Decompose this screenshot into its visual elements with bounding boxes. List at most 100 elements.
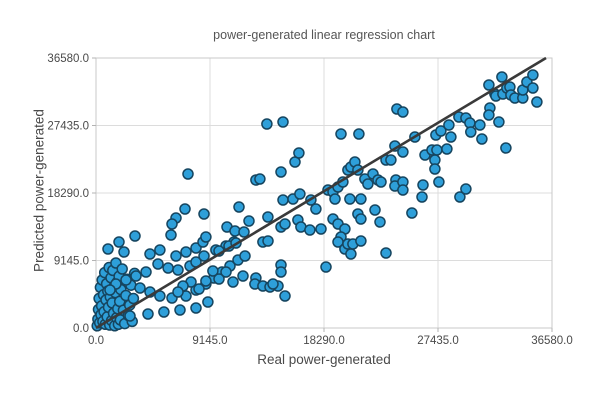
scatter-point <box>443 119 455 131</box>
scatter-point <box>207 265 219 277</box>
scatter-point <box>441 143 453 155</box>
scatter-point <box>375 176 387 188</box>
scatter-point <box>237 270 249 282</box>
scatter-point <box>152 258 164 270</box>
scatter-point <box>233 201 245 213</box>
scatter-point <box>124 310 136 322</box>
scatter-point <box>397 146 409 158</box>
scatter-point <box>353 128 365 140</box>
scatter-point <box>493 116 505 128</box>
scatter-point <box>277 194 289 206</box>
scatter-point <box>429 163 441 175</box>
scatter-point <box>279 290 291 302</box>
scatter-point <box>120 274 132 286</box>
scatter-point <box>104 284 116 296</box>
scatter-point <box>227 276 239 288</box>
scatter-point <box>193 283 205 295</box>
x-tick-label: 36580.0 <box>531 335 573 347</box>
scatter-point <box>179 203 191 215</box>
scatter-point <box>243 215 255 227</box>
scatter-point <box>102 243 114 255</box>
scatter-point <box>310 203 322 215</box>
scatter-point <box>142 308 154 320</box>
scatter-point <box>397 184 409 196</box>
scatter-point <box>198 208 210 220</box>
scatter-point <box>113 236 125 248</box>
scatter-point <box>397 106 409 118</box>
scatter-point <box>172 264 184 276</box>
scatter-point <box>369 204 381 216</box>
scatter-point <box>527 69 539 81</box>
scatter-point <box>433 176 445 188</box>
scatter-point <box>531 96 543 108</box>
scatter-point <box>279 218 291 230</box>
scatter-point <box>144 248 156 260</box>
scatter-point <box>527 82 539 94</box>
scatter-point <box>417 179 429 191</box>
scatter-point <box>200 231 212 243</box>
scatter-point <box>500 142 512 154</box>
x-tick-label: 0.0 <box>88 335 104 347</box>
scatter-point <box>431 144 443 156</box>
scatter-point <box>116 263 128 275</box>
scatter-point <box>162 262 174 274</box>
scatter-point <box>262 235 274 247</box>
scatter-point <box>238 226 250 238</box>
scatter-point <box>380 247 392 259</box>
x-axis-title: Real power-generated <box>257 352 391 367</box>
scatter-point <box>277 116 289 128</box>
x-tick-label: 18290.0 <box>303 335 345 347</box>
scatter-point <box>267 278 279 290</box>
scatter-point <box>385 154 397 166</box>
scatter-point <box>355 235 367 247</box>
scatter-point <box>474 119 486 131</box>
scatter-point <box>134 282 146 294</box>
scatter-point <box>172 286 184 298</box>
scatter-point <box>460 183 472 195</box>
scatter-point <box>165 229 177 241</box>
scatter-point <box>355 213 367 225</box>
scatter-point <box>158 306 170 318</box>
scatter-point <box>344 193 356 205</box>
scatter-point <box>202 296 214 308</box>
scatter-point <box>190 302 202 314</box>
scatter-point <box>335 128 347 140</box>
scatter-point <box>483 109 495 121</box>
scatter-point <box>140 266 152 278</box>
scatter-point <box>166 218 178 230</box>
scatter-point <box>261 118 273 130</box>
scatter-point <box>454 191 466 203</box>
scatter-point <box>180 246 192 258</box>
scatter-point <box>239 250 251 262</box>
scatter-point <box>362 178 374 190</box>
scatter-point <box>262 211 274 223</box>
scatter-point <box>345 248 357 260</box>
scatter-point <box>254 173 266 185</box>
scatter-point <box>445 131 457 143</box>
scatter-point <box>154 244 166 256</box>
scatter-point <box>483 79 495 91</box>
scatter-point <box>198 250 210 262</box>
scatter-point <box>496 71 508 83</box>
scatter-point <box>174 304 186 316</box>
scatter-point <box>304 224 316 236</box>
chart-title: power-generated linear regression chart <box>213 28 435 42</box>
scatter-point <box>170 250 182 262</box>
scatter-point <box>200 275 212 287</box>
scatter-point <box>476 133 488 145</box>
y-tick-label: 27435.0 <box>47 121 89 133</box>
scatter-point <box>275 266 287 278</box>
scatter-point <box>293 147 305 159</box>
scatter-point <box>406 207 418 219</box>
scatter-point <box>320 261 332 273</box>
scatter-point <box>294 188 306 200</box>
scatter-point <box>220 266 232 278</box>
y-tick-label: 9145.0 <box>54 256 89 268</box>
scatter-point <box>130 270 142 282</box>
regression-line <box>95 56 547 330</box>
scatter-point <box>416 191 428 203</box>
scatter-point <box>127 292 140 305</box>
scatter-point <box>355 193 367 205</box>
